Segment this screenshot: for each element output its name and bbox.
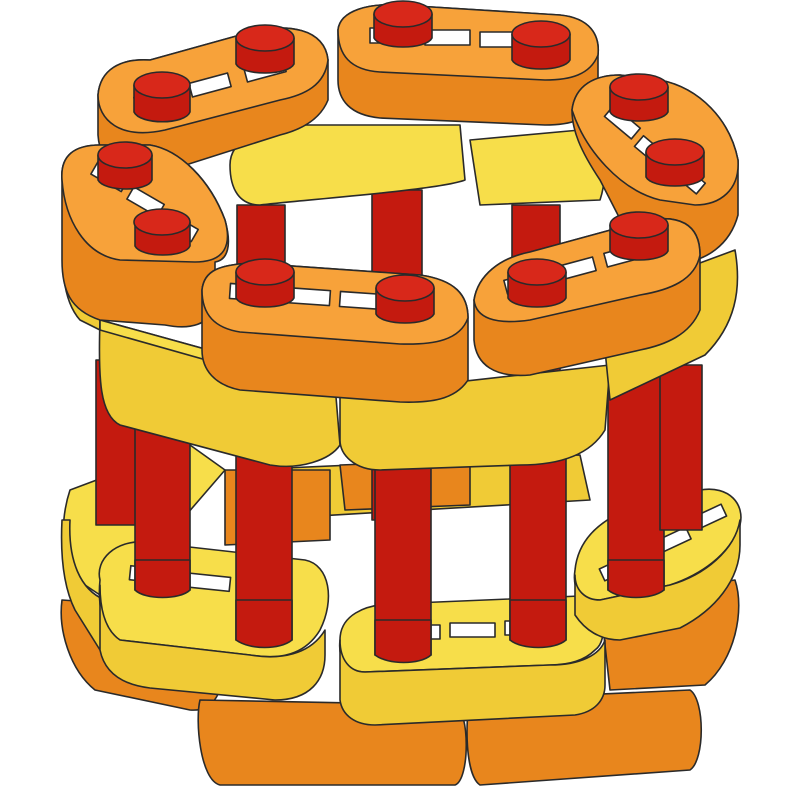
top-link-front-right (473, 211, 701, 377)
pin-cap (609, 211, 669, 261)
pin-cap (375, 274, 435, 324)
pin-cap (235, 258, 295, 308)
pin-right-1 (607, 374, 665, 591)
pin-cap (97, 141, 153, 190)
lower-pin-stubs (134, 559, 665, 664)
pin-cap (609, 73, 669, 122)
pin-cap (373, 0, 433, 48)
pin-right-2 (659, 364, 703, 531)
pin-cap (133, 71, 191, 123)
pin-cap (235, 24, 295, 74)
top-link-back-left (97, 24, 329, 174)
top-link-front (201, 258, 469, 403)
top-orange-ring (61, 0, 739, 403)
top-link-back-right (337, 0, 600, 126)
top-link-left (61, 141, 230, 328)
lower-link-front-left (98, 541, 330, 701)
pin-cap (133, 208, 191, 256)
pin-front-2 (374, 439, 432, 656)
pin-cap (645, 138, 705, 187)
top-link-right (571, 73, 739, 263)
pin-cap (511, 20, 571, 70)
pin-cap (507, 258, 567, 308)
